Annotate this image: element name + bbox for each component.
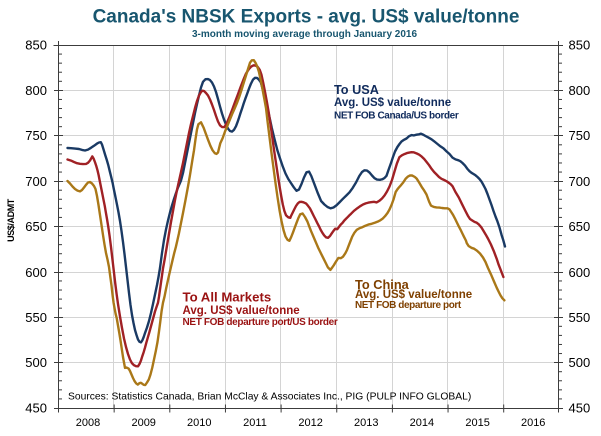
svg-text:600: 600 [569, 265, 591, 280]
svg-text:650: 650 [569, 219, 591, 234]
svg-text:3-month moving average through: 3-month moving average through January 2… [192, 29, 417, 40]
svg-text:550: 550 [25, 310, 47, 325]
svg-text:850: 850 [25, 38, 47, 53]
svg-text:2014: 2014 [410, 417, 434, 429]
svg-text:Avg. US$ value/tonne: Avg. US$ value/tonne [355, 289, 472, 301]
svg-text:2012: 2012 [298, 417, 322, 429]
svg-text:2013: 2013 [354, 417, 378, 429]
svg-text:700: 700 [25, 174, 47, 189]
svg-text:2015: 2015 [465, 417, 489, 429]
svg-text:To All Markets: To All Markets [183, 289, 272, 304]
svg-text:NET FOB departure port/US bord: NET FOB departure port/US border [183, 317, 338, 328]
svg-text:2016: 2016 [521, 417, 545, 429]
svg-text:Sources: Statistics Canada, Br: Sources: Statistics Canada, Brian McClay… [68, 392, 471, 403]
svg-text:800: 800 [25, 83, 47, 98]
svg-text:450: 450 [25, 401, 47, 416]
svg-text:Canada's NBSK Exports - avg. U: Canada's NBSK Exports - avg. US$ value/t… [93, 7, 520, 28]
svg-text:650: 650 [25, 219, 47, 234]
svg-text:2010: 2010 [187, 417, 211, 429]
svg-text:750: 750 [569, 128, 591, 143]
svg-text:500: 500 [25, 355, 47, 370]
svg-text:NET FOB departure port: NET FOB departure port [355, 300, 462, 311]
svg-text:Avg. US$ value/tonne: Avg. US$ value/tonne [334, 97, 451, 109]
svg-text:700: 700 [569, 174, 591, 189]
svg-text:450: 450 [569, 401, 591, 416]
svg-text:850: 850 [569, 38, 591, 53]
svg-text:500: 500 [569, 355, 591, 370]
svg-text:To USA: To USA [334, 83, 379, 97]
svg-text:2009: 2009 [131, 417, 155, 429]
svg-text:2011: 2011 [243, 417, 267, 429]
svg-text:600: 600 [25, 265, 47, 280]
svg-text:To China: To China [355, 277, 410, 292]
svg-text:US$/ADMT: US$/ADMT [6, 198, 16, 242]
svg-text:800: 800 [569, 83, 591, 98]
svg-text:550: 550 [569, 310, 591, 325]
svg-text:750: 750 [25, 128, 47, 143]
svg-text:Avg. US$ value/tonne: Avg. US$ value/tonne [183, 305, 300, 317]
svg-text:2008: 2008 [76, 417, 100, 429]
svg-text:NET FOB Canada/US border: NET FOB Canada/US border [334, 111, 459, 122]
